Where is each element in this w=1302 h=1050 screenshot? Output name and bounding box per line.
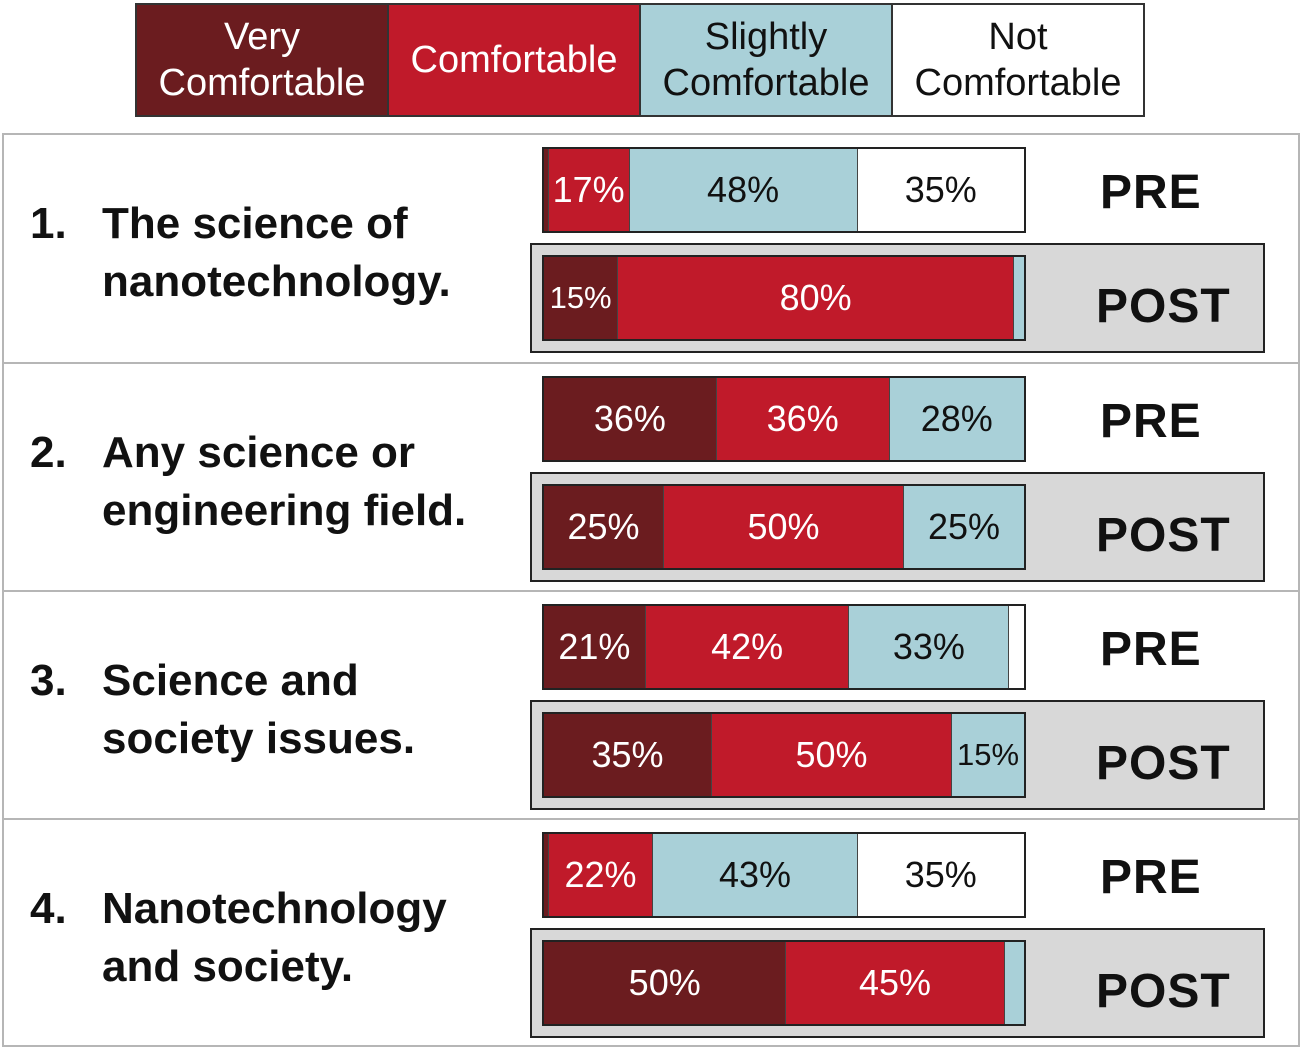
bar-segment: 15%: [952, 714, 1024, 796]
bar-segment: 48%: [629, 149, 858, 231]
question-text: Nanotechnology and society.: [102, 880, 447, 996]
bar-segment: 35%: [857, 834, 1024, 916]
question-rows: 1. The science of nanotechnology. 17% 48% 35%…: [2, 133, 1300, 1047]
bar-segment: 21%: [544, 606, 646, 688]
post-label: POST: [1096, 737, 1231, 790]
legend-entry: Comfortable: [389, 5, 641, 115]
data-label: 36%: [593, 398, 666, 439]
data-label: 33%: [892, 626, 965, 667]
bar-segment: 35%: [857, 149, 1024, 231]
legend-label: Very: [223, 15, 301, 58]
question-text-line: society issues.: [102, 714, 416, 763]
bar-segment: 36%: [716, 378, 890, 460]
bar-segment: 22%: [548, 834, 654, 916]
data-label: 25%: [567, 506, 640, 547]
legend-label: Not: [988, 15, 1048, 58]
legend-entry: Very Comfortable: [137, 5, 389, 115]
question-text: Science and society issues.: [102, 652, 415, 768]
data-label: 36%: [766, 398, 839, 439]
data-label: 25%: [927, 506, 1001, 547]
bar-segment: 25%: [544, 486, 664, 568]
question-text: Any science or engineering field.: [102, 424, 466, 540]
bar-segment: [1004, 942, 1024, 1024]
question-text-line: nanotechnology.: [102, 257, 451, 306]
bar-segment: 50%: [664, 486, 904, 568]
pre-bar: 17% 48% 35%: [542, 147, 1026, 233]
data-label: 48%: [707, 169, 780, 210]
legend-label: Comfortable: [914, 62, 1122, 104]
bar-segment: 42%: [645, 606, 850, 688]
question-text-line: Nanotechnology: [102, 884, 447, 933]
question-text-line: engineering field.: [102, 486, 467, 535]
bar-segment: 45%: [786, 942, 1005, 1024]
question-text: The science of nanotechnology.: [102, 195, 451, 311]
pre-label: PRE: [1100, 623, 1202, 676]
question-text-line: The science of: [102, 199, 408, 248]
legend-label: Comfortable: [158, 62, 366, 104]
legend-label: Comfortable: [662, 62, 870, 104]
legend-entry: Slightly Comfortable: [641, 5, 893, 115]
data-label: 50%: [628, 962, 701, 1003]
bar-segment: 25%: [904, 486, 1024, 568]
question-text-line: and society.: [102, 942, 354, 991]
data-label: 28%: [920, 398, 993, 439]
question-number: 4.: [30, 884, 67, 933]
post-label: POST: [1096, 965, 1231, 1018]
post-bar: 25% 50% 25%: [542, 484, 1026, 570]
question-number: 3.: [30, 656, 67, 705]
bar-segment: [1009, 606, 1024, 688]
question-row: 4. Nanotechnology and society. 22% 43% 35% PRE…: [4, 820, 1298, 1045]
question-row: 3. Science and society issues. 21% 42% 33% PRE…: [4, 592, 1298, 820]
post-bar: 35% 50% 15%: [542, 712, 1026, 798]
data-label: 50%: [747, 506, 820, 547]
pre-label: PRE: [1100, 166, 1202, 219]
data-label: 42%: [711, 626, 784, 667]
post-label: POST: [1096, 509, 1231, 562]
pre-bar: 22% 43% 35%: [542, 832, 1026, 918]
bar-segment: [1014, 257, 1024, 339]
data-label: 35%: [904, 854, 977, 895]
data-label: 80%: [779, 277, 852, 318]
bar-segment: 43%: [653, 834, 858, 916]
chart-legend: Very Comfortable Comfortable Slightly Comfor…: [135, 3, 1145, 117]
legend-label: Slightly: [704, 15, 828, 58]
data-label: 35%: [904, 169, 977, 210]
bar-segment: 15%: [544, 257, 619, 339]
question-text-line: Any science or: [102, 428, 416, 477]
data-label: 21%: [558, 626, 631, 667]
legend-entry: Not Comfortable: [893, 5, 1143, 115]
post-bar: 15% 80%: [542, 255, 1026, 341]
bar-segment: 33%: [849, 606, 1010, 688]
data-label: 15%: [956, 737, 1020, 772]
data-label: 50%: [795, 734, 868, 775]
pre-label: PRE: [1100, 395, 1202, 448]
bar-segment: [544, 834, 549, 916]
pre-bar: 36% 36% 28%: [542, 376, 1026, 462]
pre-bar: 21% 42% 33%: [542, 604, 1026, 690]
post-label: POST: [1096, 280, 1231, 333]
bar-segment: 35%: [544, 714, 712, 796]
data-label: 43%: [718, 854, 791, 895]
data-label: 22%: [564, 854, 637, 895]
question-row: 2. Any science or engineering field. 36% 36%…: [4, 364, 1298, 592]
data-label: 35%: [591, 734, 664, 775]
question-text-line: Science and: [102, 656, 359, 705]
legend-label: Comfortable: [410, 38, 618, 81]
bar-segment: 50%: [544, 942, 787, 1024]
bar-segment: 50%: [712, 714, 952, 796]
bar-segment: 28%: [889, 378, 1024, 460]
data-label: 45%: [858, 962, 932, 1003]
question-number: 1.: [30, 199, 67, 248]
question-row: 1. The science of nanotechnology. 17% 48% 35%…: [4, 135, 1298, 364]
post-bar: 50% 45%: [542, 940, 1026, 1026]
bar-segment: 17%: [548, 149, 630, 231]
bar-segment: 80%: [618, 257, 1015, 339]
data-label: 15%: [549, 280, 612, 315]
bar-segment: 36%: [544, 378, 717, 460]
question-number: 2.: [30, 428, 67, 477]
pre-label: PRE: [1100, 851, 1202, 904]
bar-segment: [544, 149, 549, 231]
data-label: 17%: [552, 169, 625, 210]
